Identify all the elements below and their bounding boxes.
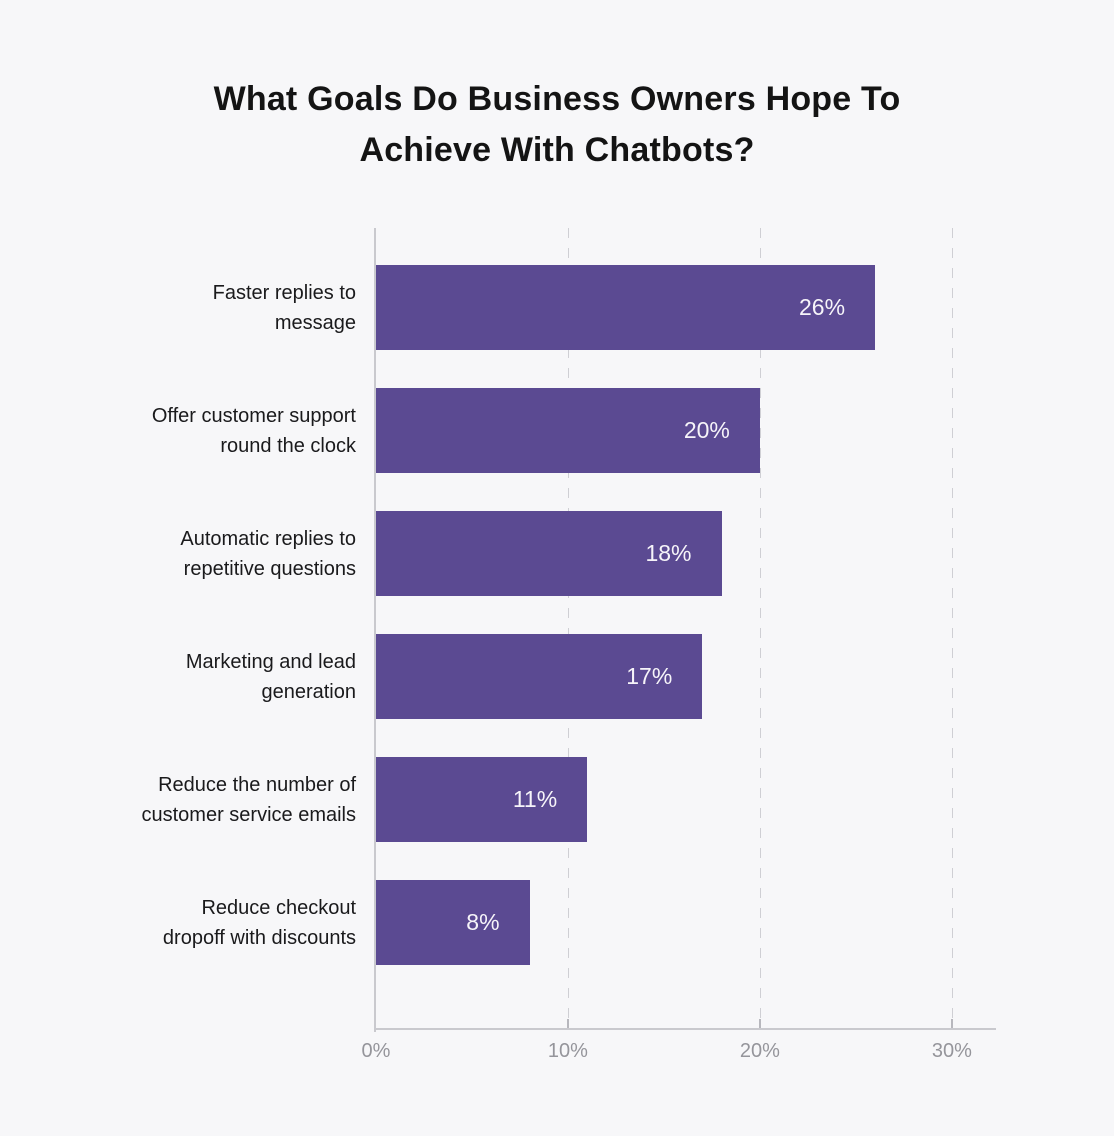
bar-rows: Faster replies to message 26% Offer custome… — [0, 246, 996, 984]
bar-track: 26% — [376, 265, 996, 350]
bar-track: 11% — [376, 757, 996, 842]
category-label-line: customer service emails — [141, 803, 356, 826]
axis-tick-10% — [566, 1019, 569, 1028]
category-label-line: dropoff with discounts — [162, 926, 356, 949]
bar: 11% — [376, 757, 588, 842]
bar: 17% — [376, 634, 703, 719]
x-tick-label-0%: 0% — [361, 1040, 391, 1062]
category-label-line: Reduce the number of — [158, 773, 356, 796]
category-label: Faster replies to message — [0, 278, 376, 338]
gridline-10% — [567, 228, 569, 1028]
bar-value-label: 8% — [466, 909, 500, 935]
bar-row: Offer customer support round the clock 20% — [0, 369, 996, 492]
bar-value-label: 26% — [799, 294, 846, 320]
plot-area — [374, 228, 996, 1032]
bar-value-label: 17% — [626, 663, 673, 689]
x-tick-label-10%: 10% — [547, 1040, 588, 1062]
bar-track: 20% — [376, 388, 996, 473]
category-label: Automatic replies to repetitive questions — [0, 524, 376, 584]
bar: 26% — [376, 265, 876, 350]
bar-row: Faster replies to message 26% — [0, 246, 996, 369]
category-label-line: generation — [261, 680, 356, 703]
bar-value-label: 11% — [512, 786, 558, 812]
category-label-line: Marketing and lead — [185, 650, 356, 673]
chart-body: Faster replies to message 26% Offer custome… — [0, 228, 1114, 1062]
chart-title: What Goals Do Business Owners Hope To Ac… — [0, 74, 1114, 176]
bar: 20% — [376, 388, 760, 473]
bar: 8% — [376, 880, 530, 965]
y-axis-line — [374, 228, 376, 1032]
category-label-line: Automatic replies to — [180, 527, 356, 550]
bar-row: Reduce the number of customer service ema… — [0, 738, 996, 861]
gridline-20% — [759, 228, 761, 1028]
category-label: Offer customer support round the clock — [0, 401, 376, 461]
bar-row: Reduce checkout dropoff with discounts 8% — [0, 861, 996, 984]
category-label-line: message — [274, 311, 356, 334]
bar-row: Marketing and lead generation 17% — [0, 615, 996, 738]
bar-row: Automatic replies to repetitive questions… — [0, 492, 996, 615]
bar: 18% — [376, 511, 722, 596]
x-axis-labels: 0% 10% 20% 30% — [362, 1040, 996, 1070]
category-label: Reduce the number of customer service ema… — [0, 770, 376, 830]
category-label: Reduce checkout dropoff with discounts — [0, 893, 376, 953]
category-label-line: repetitive questions — [183, 557, 356, 580]
x-axis-line — [374, 1028, 996, 1030]
category-label-line: Faster replies to — [212, 281, 356, 304]
category-label-line: round the clock — [220, 434, 356, 457]
bar-track: 18% — [376, 511, 996, 596]
gridline-30% — [951, 228, 953, 1028]
axis-tick-20% — [758, 1019, 761, 1028]
category-label-line: Reduce checkout — [201, 896, 356, 919]
category-label-line: Offer customer support — [151, 404, 356, 427]
bar-track: 8% — [376, 880, 996, 965]
x-tick-label-20%: 20% — [739, 1040, 780, 1062]
bar-value-label: 18% — [645, 540, 692, 566]
x-tick-label-30%: 30% — [931, 1040, 972, 1062]
bar-value-label: 20% — [683, 417, 730, 443]
chart-title-line-1: What Goals Do Business Owners Hope To — [213, 80, 901, 118]
bar-track: 17% — [376, 634, 996, 719]
category-label: Marketing and lead generation — [0, 647, 376, 707]
chart-title-line-2: Achieve With Chatbots? — [359, 131, 755, 169]
axis-tick-30% — [950, 1019, 953, 1028]
